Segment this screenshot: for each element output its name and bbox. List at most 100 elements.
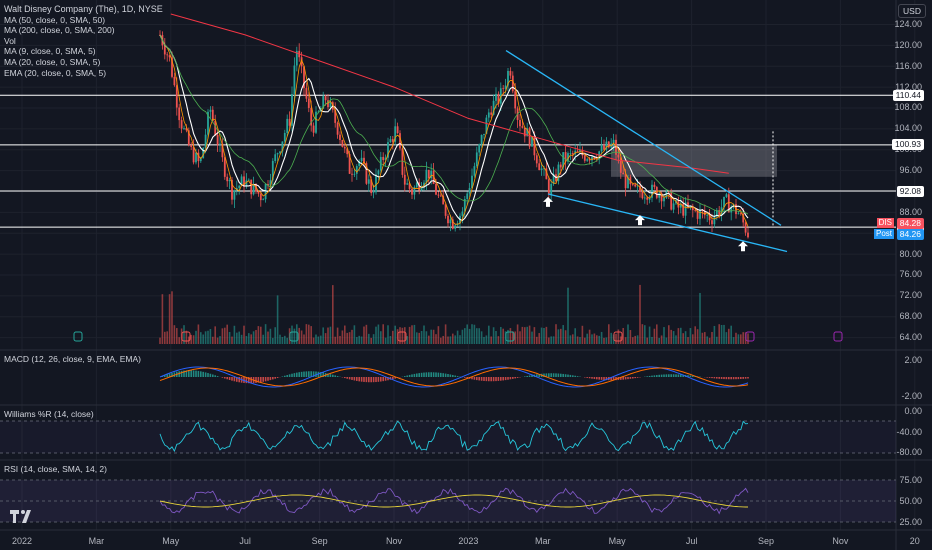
- study-ma200[interactable]: MA (200, close, 0, SMA, 200): [4, 25, 115, 36]
- macd-histogram-bar: [610, 377, 612, 381]
- volume-bar: [202, 334, 204, 344]
- volume-bar: [428, 335, 430, 344]
- volume-bar: [380, 331, 382, 344]
- macd-histogram-bar: [267, 377, 269, 381]
- volume-bar: [737, 334, 740, 344]
- candle-body: [504, 85, 507, 89]
- volume-bar: [600, 331, 603, 344]
- candle-body: [667, 191, 670, 193]
- candle-body: [168, 55, 171, 58]
- candle-body: [250, 179, 253, 195]
- candle-body: [300, 57, 303, 67]
- macd-histogram-bar: [329, 374, 332, 377]
- macd-histogram-bar: [615, 377, 617, 381]
- candle-body: [694, 210, 697, 211]
- volume-bar: [363, 326, 365, 344]
- macd-histogram-bar: [742, 377, 744, 379]
- volume-bar: [516, 324, 519, 344]
- study-ma9[interactable]: MA (9, close, 0, SMA, 5): [4, 46, 96, 57]
- candle-body: [372, 192, 375, 194]
- candle-body: [744, 222, 747, 233]
- volume-bar: [416, 332, 418, 344]
- macd-histogram-bar: [435, 372, 437, 377]
- candle-body: [413, 187, 416, 195]
- candle-body: [269, 180, 272, 186]
- candle-body: [528, 128, 531, 147]
- candle-body: [591, 156, 593, 161]
- candle-body: [423, 182, 425, 188]
- volume-bar: [730, 325, 732, 344]
- macd-histogram-bar: [732, 377, 735, 380]
- study-ma50[interactable]: MA (50, close, 0, SMA, 50): [4, 14, 106, 25]
- study-volume[interactable]: Vol: [4, 35, 16, 46]
- macd-label[interactable]: MACD (12, 26, close, 9, EMA, EMA): [4, 354, 141, 364]
- last-price-tag: 84.28: [896, 218, 924, 229]
- candle-body: [653, 184, 656, 188]
- macd-histogram-bar: [497, 377, 500, 381]
- macd-histogram-bar: [528, 375, 531, 377]
- candle-body: [641, 191, 644, 199]
- macd-histogram-bar: [454, 375, 456, 377]
- volume-bar: [670, 329, 672, 344]
- candle-body: [281, 141, 284, 152]
- volume-bar: [183, 325, 185, 344]
- candle-body: [430, 170, 433, 179]
- candle-body: [322, 96, 325, 109]
- macd-histogram-bar: [185, 370, 188, 377]
- macd-histogram-bar: [531, 375, 533, 377]
- candle-body: [324, 96, 327, 101]
- macd-histogram-bar: [509, 377, 512, 380]
- volume-bar: [596, 335, 598, 344]
- candle-body: [183, 128, 185, 129]
- candle-body: [233, 190, 236, 200]
- macd-histogram-bar: [353, 377, 356, 381]
- candle-body: [355, 166, 358, 174]
- macd-histogram-bar: [576, 376, 579, 377]
- macd-histogram-bar: [262, 377, 264, 382]
- volume-bar: [348, 332, 351, 344]
- candle-body: [571, 153, 574, 155]
- macd-histogram-bar: [514, 377, 516, 379]
- candle-body: [382, 156, 385, 161]
- volume-bar: [644, 325, 646, 344]
- volume-bar: [521, 326, 524, 344]
- volume-bar: [593, 333, 596, 344]
- candle-body: [447, 215, 449, 224]
- macd-histogram-bar: [204, 372, 207, 377]
- candle-body: [492, 100, 495, 115]
- candle-body: [627, 177, 629, 189]
- volume-bar: [435, 334, 437, 344]
- rsi-label[interactable]: RSI (14, close, SMA, 14, 2): [4, 464, 107, 474]
- candle-body: [197, 152, 200, 162]
- candle-body: [288, 118, 291, 126]
- macd-histogram-bar: [600, 377, 603, 380]
- macd-histogram-bar: [368, 377, 370, 383]
- candle-body: [336, 122, 339, 135]
- volume-bar: [608, 324, 610, 344]
- volume-bar: [197, 324, 200, 344]
- macd-histogram-bar: [632, 377, 634, 379]
- volume-bar: [351, 329, 353, 344]
- macd-histogram-bar: [269, 377, 272, 381]
- macd-histogram-bar: [668, 374, 670, 377]
- macd-histogram-bar: [500, 377, 502, 381]
- study-ma20[interactable]: MA (20, close, 0, SMA, 5): [4, 56, 101, 67]
- currency-button[interactable]: USD: [898, 4, 926, 18]
- macd-histogram-bar: [188, 370, 190, 377]
- volume-bar: [269, 328, 272, 344]
- volume-bar: [344, 325, 346, 344]
- macd-histogram-bar: [375, 377, 377, 383]
- volume-bar: [303, 334, 305, 344]
- volume-bar: [353, 325, 356, 344]
- macd-histogram-bar: [483, 377, 485, 381]
- candle-body: [583, 155, 586, 161]
- price-level-tag: 110.44: [892, 89, 924, 101]
- study-ema20[interactable]: EMA (20, close, 0, SMA, 5): [4, 67, 107, 78]
- macd-histogram-bar: [603, 377, 605, 381]
- volume-bar: [617, 329, 620, 344]
- williams-label[interactable]: Williams %R (14, close): [4, 409, 94, 419]
- price-tick-label: 72.00: [899, 290, 922, 301]
- candle-body: [547, 179, 550, 195]
- macd-histogram-bar: [358, 377, 360, 382]
